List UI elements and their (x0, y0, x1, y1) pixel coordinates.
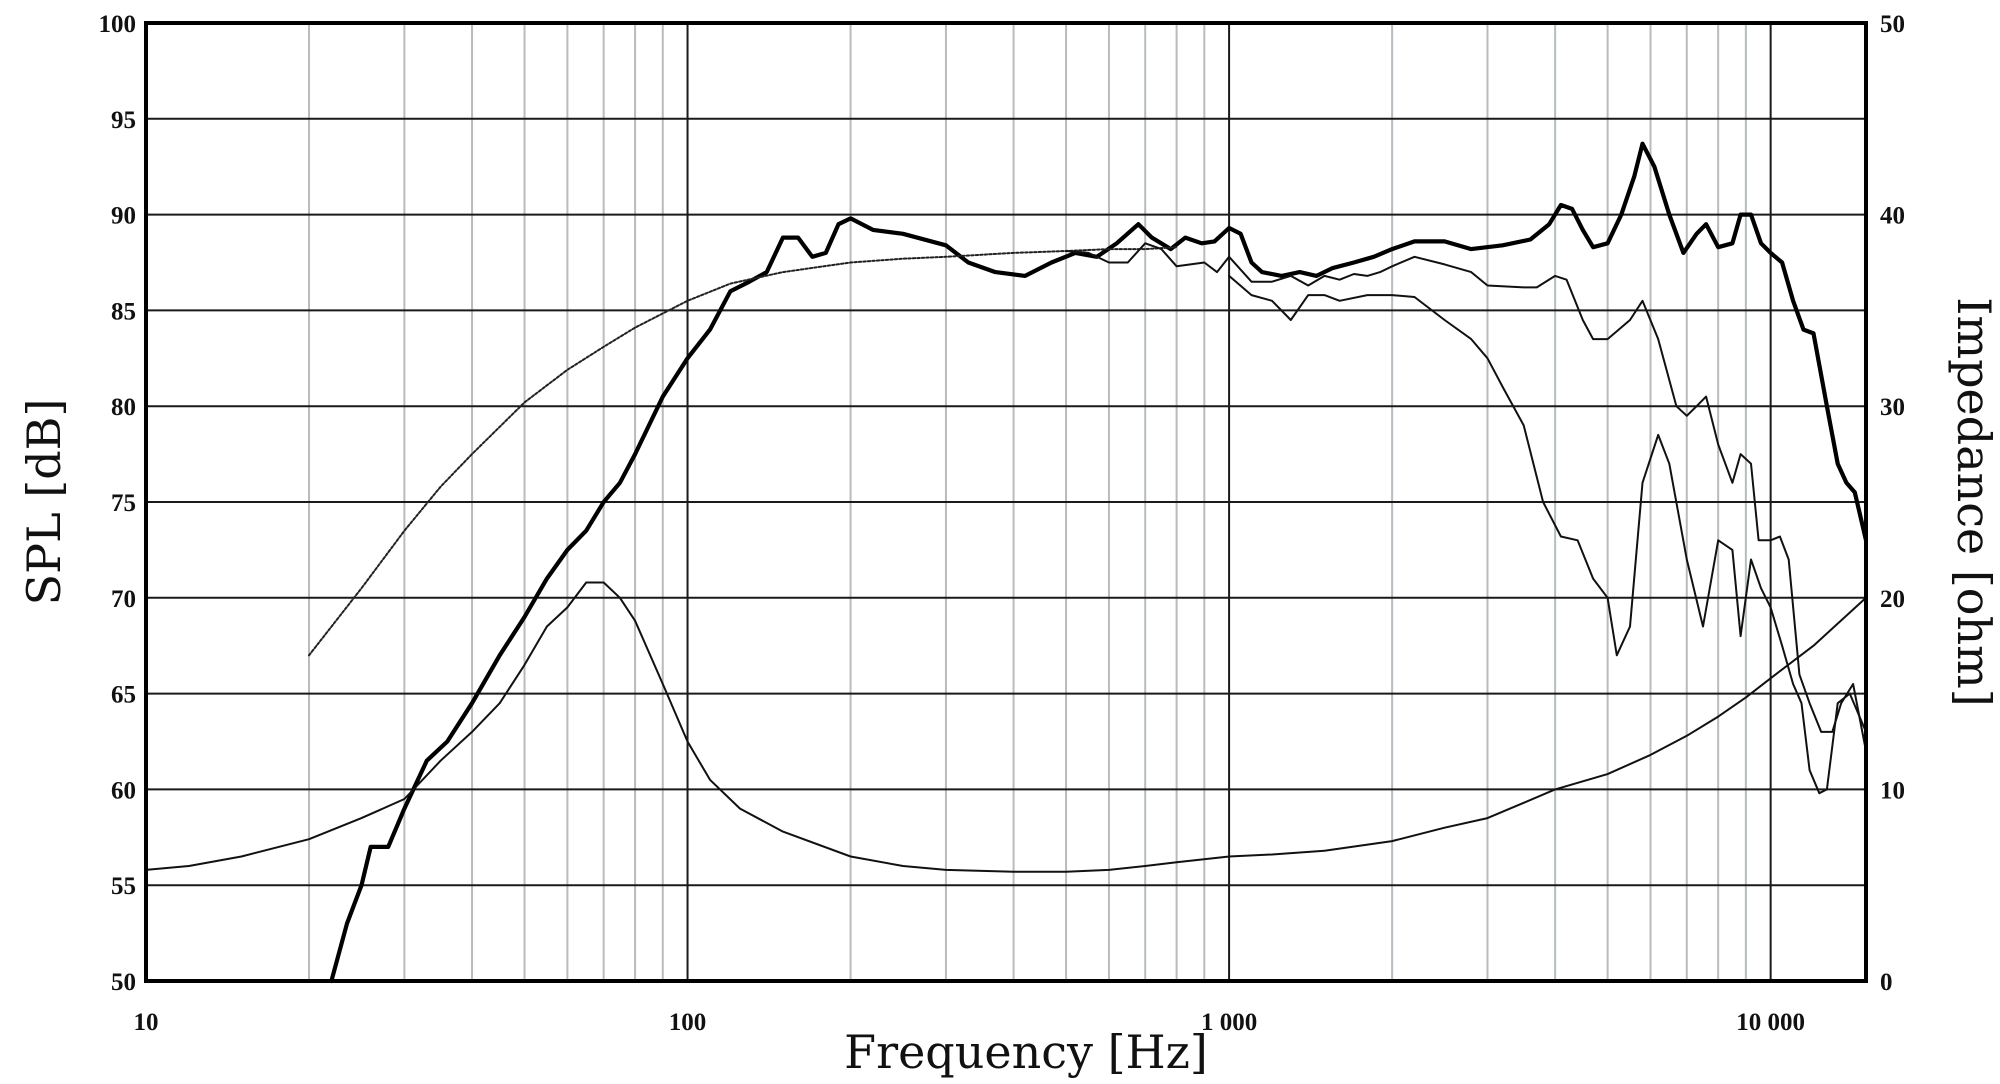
y-tick-label: 70 (111, 586, 136, 613)
y-tick-label: 60 (111, 777, 136, 804)
series-line-3 (1065, 242, 1867, 753)
y2-tick-label: 40 (1880, 203, 1905, 230)
series-line-5 (145, 581, 1867, 873)
y2-tick-label: 50 (1880, 11, 1905, 38)
series-layer (145, 141, 1869, 984)
y-tick-label: 55 (111, 873, 136, 900)
y2-tick-label: 10 (1880, 777, 1905, 804)
y-tick-label: 65 (111, 682, 136, 709)
plot-frame (144, 21, 1868, 983)
y2-tick-labels: 0 10 20 30 40 50 (1880, 11, 1905, 996)
series-line-4 (1228, 274, 1867, 795)
y-tick-label: 75 (111, 490, 136, 517)
x-tick-label: 1 000 (1201, 1009, 1257, 1036)
grid (146, 23, 1866, 981)
x-tick-labels: 10 100 1 000 10 000 (134, 1009, 1806, 1036)
series-line-2 (308, 246, 1178, 657)
x-tick-label: 10 000 (1736, 1009, 1805, 1036)
y2-tick-label: 0 (1880, 969, 1893, 996)
y-axis-title: SPL [dB] (17, 399, 71, 606)
y2-axis-title: Impedance [ohm] (1947, 297, 2000, 706)
series-line-1 (329, 141, 1869, 984)
y-tick-label: 85 (111, 298, 136, 325)
x-axis-title: Frequency [Hz] (844, 1025, 1208, 1079)
y-tick-label: 80 (111, 394, 136, 421)
y2-tick-label: 30 (1880, 394, 1905, 421)
y-tick-labels: 50 55 60 65 70 75 80 85 90 95 100 (99, 11, 137, 996)
x-tick-label: 10 (134, 1009, 159, 1036)
y2-tick-label: 20 (1880, 586, 1905, 613)
y-tick-label: 95 (111, 107, 136, 134)
y-tick-label: 100 (99, 11, 137, 38)
x-tick-label: 100 (669, 1009, 707, 1036)
y-tick-label: 90 (111, 203, 136, 230)
y-tick-label: 50 (111, 969, 136, 996)
